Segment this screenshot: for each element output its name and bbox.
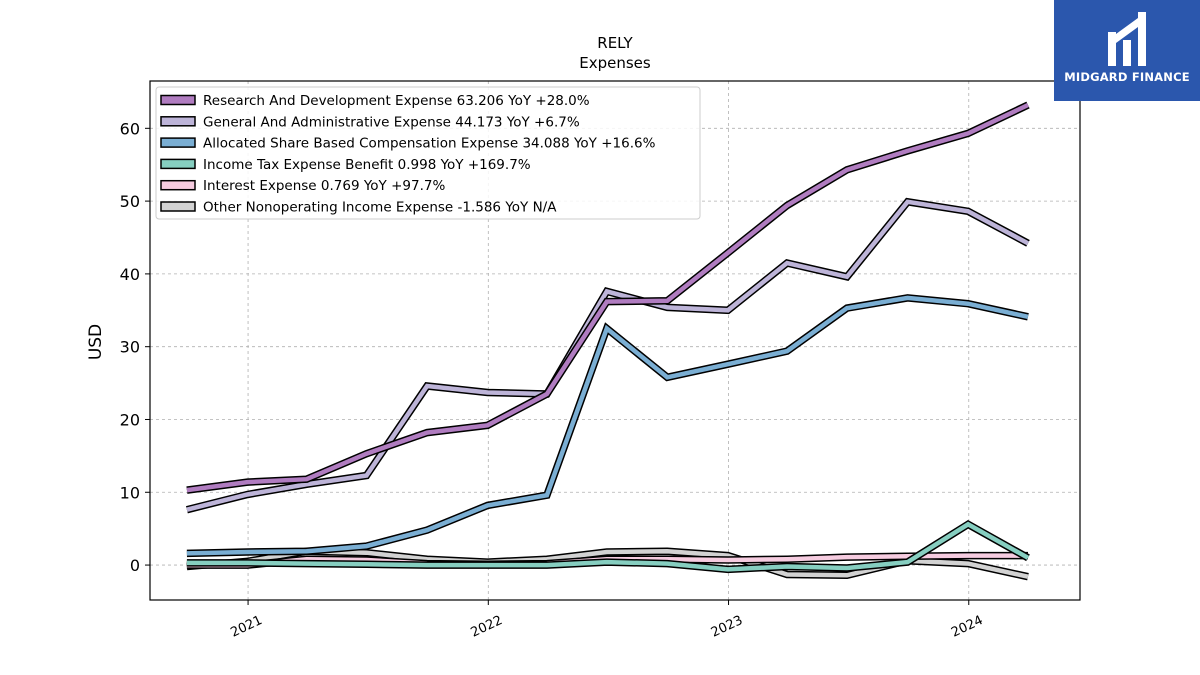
y-tick-label: 40	[120, 265, 140, 284]
y-tick-label: 10	[120, 483, 140, 502]
y-tick-label: 0	[130, 556, 140, 575]
y-axis-label: USD	[86, 324, 106, 360]
x-tick-label: 2024	[949, 613, 985, 641]
series-lines	[185, 101, 1030, 581]
legend-entry: Other Nonoperating Income Expense -1.586…	[203, 200, 557, 216]
y-tick-label: 60	[120, 119, 140, 138]
x-tick-label: 2023	[709, 613, 745, 641]
legend-swatch	[160, 116, 196, 127]
brand-mark-icon	[1108, 12, 1146, 66]
legend-entry: General And Administrative Expense 44.17…	[203, 114, 580, 130]
chart-subtitle: Expenses	[579, 54, 651, 72]
series-line-stroke	[186, 199, 1030, 512]
series-line-stroke	[186, 102, 1029, 493]
legend-swatch	[160, 94, 196, 106]
legend-swatch	[160, 201, 196, 212]
plot-frame	[149, 80, 1081, 601]
legend-entry: Allocated Share Based Compensation Expen…	[203, 136, 656, 152]
x-tick-label: 2021	[228, 613, 264, 641]
legend-swatch	[160, 158, 196, 170]
legend-entry: Income Tax Expense Benefit 0.998 YoY +16…	[203, 157, 531, 173]
legend-swatch	[160, 179, 196, 191]
y-tick-label: 20	[120, 410, 140, 429]
legend-box	[155, 86, 701, 220]
brand-name: MIDGARD FINANCE	[1064, 70, 1190, 84]
series-line-stroke	[186, 295, 1029, 556]
series-line-stroke	[186, 521, 1030, 572]
chart-title: RELY	[597, 34, 633, 52]
y-tick-label: 50	[120, 192, 140, 211]
series-line-2	[185, 197, 1030, 514]
series-line-1	[186, 101, 1030, 494]
series-line-4	[186, 519, 1030, 574]
legend-swatch	[160, 137, 196, 148]
legend-entry: Interest Expense 0.769 YoY +97.7%	[203, 178, 445, 194]
x-tick-label: 2022	[469, 613, 505, 641]
axes: 0 10 20 30 40 50 60 2021 2022 2023 2024	[120, 119, 986, 640]
series-line-outline	[186, 294, 1029, 558]
y-tick-label: 30	[120, 338, 140, 357]
legend: Research And Development Expense 63.206 …	[155, 86, 701, 220]
legend-entry: Research And Development Expense 63.206 …	[203, 93, 590, 109]
brand-logo: MIDGARD FINANCE	[1054, 0, 1200, 101]
series-line-3	[186, 294, 1029, 558]
series-line-outline	[185, 197, 1030, 514]
